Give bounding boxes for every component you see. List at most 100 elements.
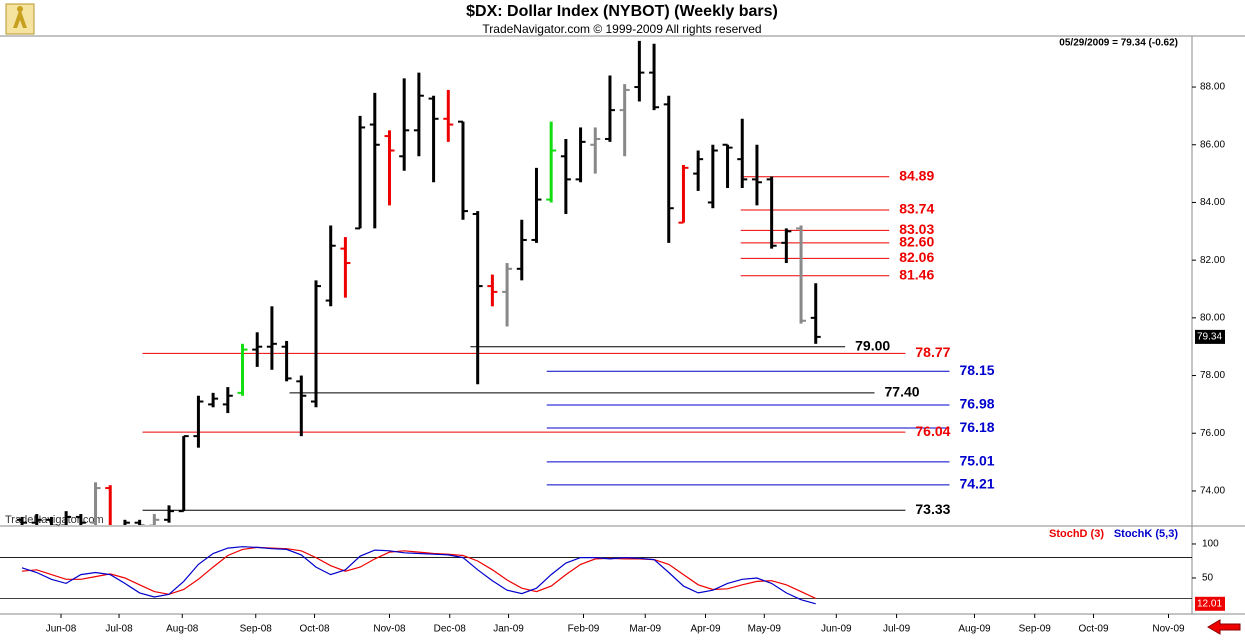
ohlc-bar — [222, 387, 233, 414]
ohlc-bar — [796, 225, 807, 324]
level-label: 83.74 — [899, 201, 934, 217]
ohlc-bar — [722, 143, 733, 189]
ohlc-bar — [296, 375, 307, 437]
last-value-label: 12.01 — [1197, 598, 1222, 609]
level-label: 78.15 — [959, 362, 994, 378]
x-tick-label: Oct-09 — [1079, 624, 1109, 635]
level-label: 79.00 — [855, 337, 890, 353]
ohlc-bar — [693, 150, 704, 191]
x-tick-label: Jul-09 — [883, 624, 911, 635]
ohlc-bar — [560, 138, 571, 214]
ohlc-bar — [105, 485, 112, 525]
y-tick-label: 86.00 — [1200, 139, 1225, 150]
y-tick-label: 50 — [1202, 573, 1214, 584]
last-price-box — [1195, 329, 1225, 344]
x-tick-label: Jul-08 — [105, 624, 133, 635]
level-label: 78.77 — [915, 344, 950, 360]
x-tick-label: Mar-09 — [629, 624, 661, 635]
level-label: 81.46 — [899, 266, 934, 282]
ohlc-bar — [487, 274, 498, 307]
ohlc-bar — [443, 89, 454, 142]
info-label: 05/29/2009 = 79.34 (-0.62) — [1059, 38, 1178, 49]
level-label: 77.40 — [885, 384, 920, 400]
ohlc-bar — [75, 514, 86, 525]
level-label: 83.03 — [899, 221, 934, 237]
x-tick-label: Sep-09 — [1019, 624, 1052, 635]
x-tick-label: Aug-09 — [958, 624, 991, 635]
level-label: 82.06 — [899, 249, 934, 265]
ohlc-bar — [634, 40, 645, 102]
x-tick-label: Jun-08 — [46, 624, 77, 635]
y-tick-label: 80.00 — [1200, 312, 1225, 323]
stoch-panel — [0, 546, 1192, 605]
scroll-arrow[interactable] — [1207, 619, 1241, 635]
y-tick-label: 82.00 — [1200, 255, 1225, 266]
ohlc-bar — [17, 516, 28, 525]
ohlc-bar — [428, 95, 439, 183]
ohlc-bar — [193, 395, 204, 448]
ohlc-bar — [399, 78, 410, 171]
ohlc-bar — [340, 237, 351, 298]
ohlc-bar — [281, 340, 292, 382]
legend-entry: StochD (3) — [1049, 528, 1104, 540]
x-tick-label: Sep-08 — [240, 624, 273, 635]
ohlc-bar — [810, 283, 821, 344]
level-label: 73.33 — [915, 501, 950, 517]
level-label: 74.21 — [959, 476, 994, 492]
ohlc-bar — [90, 482, 101, 525]
ohlc-bar — [413, 72, 424, 157]
y-tick-label: 88.00 — [1200, 82, 1225, 93]
ohlc-bar — [737, 118, 748, 189]
y-tick-label: 74.00 — [1200, 486, 1225, 497]
ohlc-bar — [252, 332, 263, 367]
last-price-label: 79.34 — [1197, 332, 1222, 343]
ohlc-bar — [575, 127, 586, 183]
level-label: 76.18 — [959, 419, 994, 435]
legend-entry: StochK (5,3) — [1114, 528, 1179, 540]
ohlc-bar — [766, 176, 777, 249]
ohlc-bar — [46, 516, 57, 525]
y-tick-label: 100 — [1202, 539, 1219, 550]
price-panel — [17, 40, 950, 525]
x-tick-label: Dec-08 — [434, 624, 467, 635]
ohlc-bar — [384, 130, 395, 206]
ohlc-bar — [707, 144, 718, 209]
logo-head — [17, 6, 23, 12]
stoch-line — [21, 546, 816, 599]
ohlc-bar — [164, 505, 175, 523]
chart-subtitle: TradeNavigator.com © 1999-2009 All right… — [482, 22, 761, 36]
ohlc-bar — [369, 92, 380, 229]
logo — [5, 3, 35, 35]
x-tick-label: Oct-08 — [300, 624, 330, 635]
ohlc-bar — [61, 511, 72, 525]
ohlc-bar — [502, 263, 513, 327]
ohlc-bar — [325, 225, 336, 307]
ohlc-bar — [619, 84, 630, 157]
ohlc-bar — [663, 95, 674, 243]
level-label: 76.04 — [915, 423, 950, 439]
x-tick-label: Feb-09 — [568, 624, 600, 635]
logo-figure — [13, 8, 27, 28]
x-tick-label: Jan-09 — [493, 624, 524, 635]
ohlc-bar — [149, 514, 160, 525]
ohlc-bar — [237, 343, 248, 396]
ohlc-bar — [751, 144, 762, 206]
ohlc-bar — [678, 164, 689, 224]
y-tick-label: 84.00 — [1200, 197, 1225, 208]
ohlc-bar — [208, 392, 219, 408]
ohlc-bar — [266, 306, 277, 370]
ohlc-bar — [311, 280, 322, 408]
level-label: 82.60 — [899, 234, 934, 250]
level-label: 76.98 — [959, 396, 994, 412]
x-tick-label: Apr-09 — [690, 624, 720, 635]
ohlc-bar — [355, 115, 366, 230]
ohlc-bar — [31, 514, 42, 525]
y-tick-label: 78.00 — [1200, 370, 1225, 381]
ohlc-bar — [531, 167, 542, 243]
x-tick-label: Aug-08 — [166, 624, 199, 635]
ohlc-bar — [472, 211, 483, 385]
last-value-box — [1195, 596, 1225, 611]
